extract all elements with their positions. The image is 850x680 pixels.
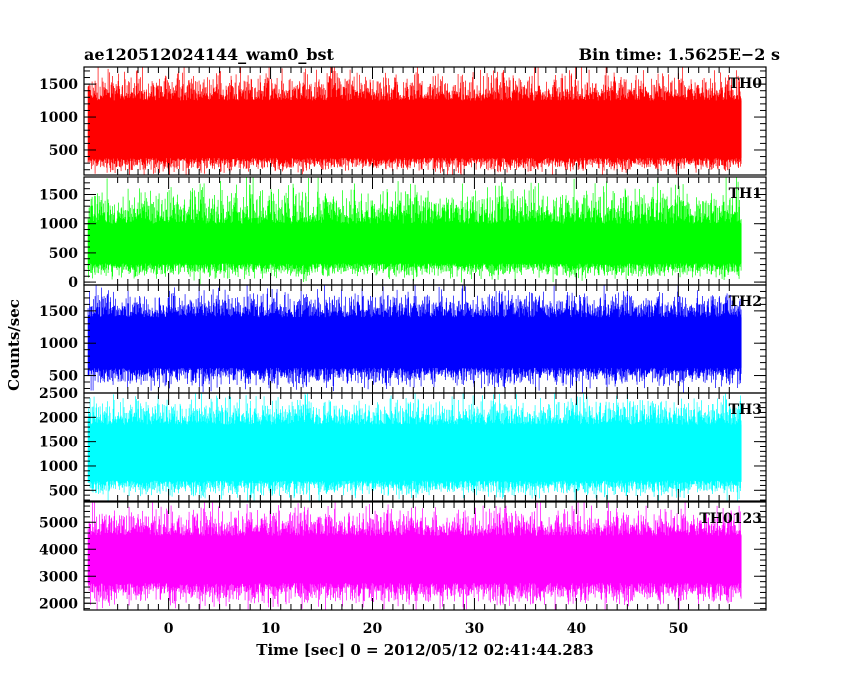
y-tick-label: 2000 [39, 596, 78, 612]
series-spikes [87, 502, 742, 610]
panel-th1: 0 500 1000 1500 TH1 [39, 176, 767, 291]
y-tick-label: 1000 [39, 217, 78, 233]
panel-frame [83, 66, 767, 176]
x-tick-label: 10 [261, 621, 281, 637]
x-tick-label: 40 [567, 621, 587, 637]
series-th1 [87, 177, 742, 285]
series-spikes [87, 177, 742, 285]
panel-label-th0: TH0 [729, 76, 763, 92]
series-th2 [87, 285, 742, 393]
y-tick-label: 0 [68, 275, 78, 291]
panel-th2: 500 1000 1500 TH2 [39, 284, 767, 394]
panel-th0123: 2000 3000 4000 5000 TH0123 [39, 501, 767, 612]
y-tick-label: 500 [49, 143, 78, 159]
series-th3 [87, 393, 742, 501]
y-tick-label: 1500 [39, 188, 78, 204]
x-tick-label: 0 [164, 621, 174, 637]
y-tick-label: 1500 [39, 77, 78, 93]
panel-label-th2: TH2 [729, 294, 762, 310]
y-tick-label: 2000 [39, 410, 78, 426]
panel-label-th0123: TH0123 [699, 511, 762, 527]
y-axis-label: Counts/sec [5, 299, 23, 391]
series-spikes [87, 285, 742, 393]
y-tick-label: 500 [49, 246, 78, 262]
y-tick-label: 1000 [39, 336, 78, 352]
y-tick-label: 500 [49, 369, 78, 385]
y-tick-label: 5000 [39, 515, 78, 531]
y-tick-label: 1000 [39, 459, 78, 475]
series-spikes [87, 393, 742, 501]
chart-title-right: Bin time: 1.5625E−2 s [579, 45, 780, 64]
panel-label-th3: TH3 [729, 402, 762, 418]
y-tick-label: 4000 [39, 542, 78, 558]
panel-frame [83, 501, 767, 611]
series-th0 [87, 67, 742, 175]
y-tick-label: 3000 [39, 569, 78, 585]
series-spikes [87, 67, 742, 175]
x-tick-label: 50 [669, 621, 689, 637]
y-tick-label: 1500 [39, 304, 78, 320]
x-tick-label: 20 [363, 621, 383, 637]
x-axis-label: Time [sec] 0 = 2012/05/12 02:41:44.283 [256, 641, 593, 659]
y-tick-label: 2500 [39, 386, 78, 402]
panel-label-th1: TH1 [729, 186, 762, 202]
panel-th0: 500 1000 1500 TH0 [39, 66, 767, 176]
series-th0123 [87, 502, 742, 610]
x-tick-label: 30 [465, 621, 485, 637]
chart-title-left: ae120512024144_wam0_bst [84, 45, 335, 64]
panel-th3: 500 1000 1500 2000 2500 TH3 [39, 386, 767, 502]
y-tick-label: 1500 [39, 435, 78, 451]
y-tick-label: 1000 [39, 110, 78, 126]
y-tick-label: 500 [49, 483, 78, 499]
